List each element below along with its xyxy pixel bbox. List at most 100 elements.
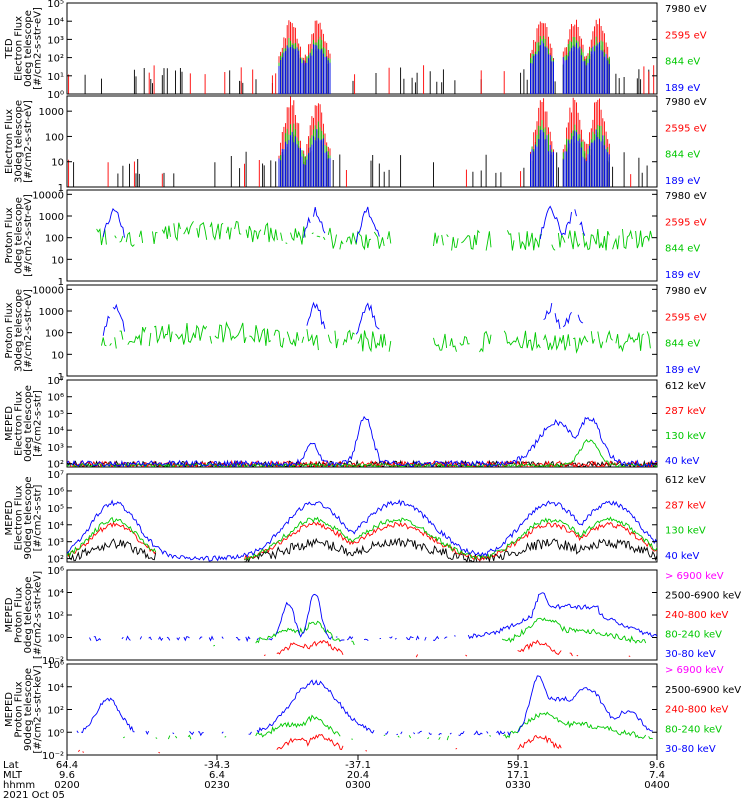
series-line: [67, 499, 657, 562]
legend-entry: 240-800 keV: [665, 610, 729, 621]
series-line: [89, 592, 657, 643]
series-line: [73, 130, 648, 187]
series-line: [67, 459, 657, 467]
y-axis-label: [#/cm2-s-str]: [33, 390, 44, 457]
y-tick-label: 10⁷: [47, 376, 64, 387]
plot-frame: [66, 2, 658, 95]
x-tick-label: 0200: [54, 780, 79, 791]
legend-entry: 7980 eV: [665, 97, 707, 108]
y-tick-label: 1: [58, 277, 64, 288]
series-line: [68, 18, 655, 94]
y-tick-label: 100: [45, 234, 64, 245]
legend-entry: 2595 eV: [665, 217, 707, 228]
legend-entry: 7980 eV: [665, 191, 707, 202]
series-line: [264, 641, 651, 658]
y-tick-label: 10⁴: [47, 17, 64, 28]
x-axis: LatMLThhmm64.49.60200-34.36.40230-37.120…: [3, 755, 670, 800]
y-axis-label: TED: [4, 38, 15, 59]
y-tick-label: 10: [51, 255, 64, 266]
legend-entry: 30-80 keV: [665, 744, 716, 755]
y-tick-label: 1000: [39, 212, 64, 223]
y-tick-label: 10⁰: [47, 634, 64, 645]
x-tick-label: 0330: [505, 780, 530, 791]
y-tick-label: 10³: [47, 35, 64, 46]
y-axis-label: [#/cm2-s-str]: [33, 484, 44, 551]
plot-frame: [66, 569, 658, 661]
x-tick-label: 9.6: [649, 760, 665, 771]
y-axis-label: MEPED: [4, 500, 15, 535]
legend-entry: 40 keV: [665, 551, 699, 562]
y-tick-label: 1: [58, 372, 64, 383]
legend-entry: 189 eV: [665, 365, 700, 376]
legend-entry: 287 keV: [665, 406, 706, 417]
x-tick-label: 9.6: [59, 770, 75, 781]
x-tick-label: 0230: [204, 780, 229, 791]
y-axis-label: [#/cm2-s-str-keV]: [33, 571, 44, 659]
legend-entry: 2500-6900 keV: [665, 685, 741, 696]
y-tick-label: 10³: [47, 538, 64, 549]
legend-entry: 612 keV: [665, 381, 706, 392]
y-tick-label: 10²: [47, 460, 64, 471]
series-line: [67, 415, 657, 467]
series-line: [102, 301, 584, 336]
y-tick-label: 1000: [39, 307, 64, 318]
series-line: [67, 516, 657, 561]
y-tick-label: 1000: [39, 107, 64, 118]
legend-entry: 287 keV: [665, 500, 706, 511]
plot-frame: [66, 663, 658, 756]
legend-entry: 844 eV: [665, 244, 700, 255]
y-tick-label: 10⁰: [47, 728, 64, 739]
y-axis-label: [#/cm2-s-str-eV]: [23, 194, 34, 277]
y-tick-label: 100: [45, 329, 64, 340]
x-tick-label: 6.4: [209, 770, 225, 781]
y-tick-label: 10²: [47, 611, 64, 622]
legend-entry: 2500-6900 keV: [665, 591, 741, 602]
y-axis-label: [#/cm2-s-str-eV]: [33, 7, 44, 90]
y-tick-label: 10⁶: [47, 566, 64, 577]
series-line: [67, 439, 657, 467]
x-tick-label: -37.1: [345, 760, 371, 771]
legend-entry: 7980 eV: [665, 4, 707, 15]
y-tick-label: 10⁻²: [42, 751, 64, 762]
plot-frame: [66, 189, 658, 282]
series-line: [123, 711, 653, 741]
y-axis-label: [#/cm2-s-str-keV]: [33, 665, 44, 753]
series-line: [278, 40, 610, 94]
legend-entry: 7980 eV: [665, 286, 707, 297]
x-tick-label: 7.4: [649, 770, 665, 781]
legend-entry: 844 eV: [665, 339, 700, 350]
x-tick-label: 20.4: [347, 770, 369, 781]
y-axis-label: MEPED: [4, 406, 15, 441]
series-line: [278, 129, 610, 187]
y-axis-label: Proton Flux: [4, 302, 15, 358]
y-axis-label: 0deg telescope: [23, 385, 34, 462]
y-tick-label: 10¹: [47, 72, 64, 83]
legend-entry: 2595 eV: [665, 312, 707, 323]
y-axis-label: 90deg telescope: [23, 476, 34, 559]
legend-entry: 130 keV: [665, 526, 706, 537]
series-line: [78, 735, 644, 754]
y-axis-label: Electron Flux: [14, 485, 25, 550]
x-tick-label: 64.4: [56, 760, 78, 771]
y-tick-label: 10⁻²: [42, 656, 64, 667]
y-axis-label: 0deg telescope: [23, 10, 34, 87]
y-tick-label: 10³: [47, 443, 64, 454]
series-line: [102, 205, 586, 243]
y-tick-label: 100: [45, 132, 64, 143]
y-axis-label: Proton Flux: [4, 207, 15, 263]
legend-entry: 844 eV: [665, 57, 700, 68]
x-row-label: hhmm: [3, 780, 35, 791]
y-axis-label: Proton Flux: [14, 587, 25, 643]
y-tick-label: 1: [58, 183, 64, 194]
y-tick-label: 10⁰: [47, 90, 64, 101]
plot-frame: [66, 379, 658, 468]
y-axis-label: MEPED: [4, 692, 15, 727]
y-axis-label: [#/cm2-s-str-eV]: [23, 100, 34, 183]
y-axis-label: 30deg telescope: [14, 100, 25, 183]
series-line: [102, 323, 654, 352]
legend-entry: 189 eV: [665, 83, 700, 94]
